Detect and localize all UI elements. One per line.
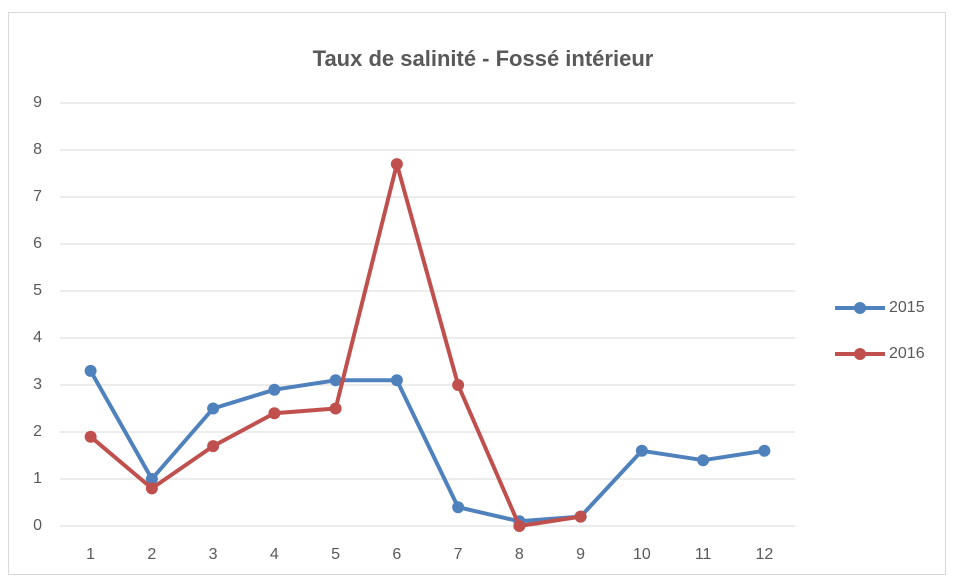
data-point [268, 383, 281, 396]
series-line [88, 369, 765, 524]
data-point [207, 440, 220, 453]
y-tick-label: 0 [33, 517, 42, 534]
legend-marker [854, 302, 866, 314]
y-tick-label: 3 [33, 376, 42, 393]
x-tick-label: 1 [86, 546, 95, 563]
x-tick-label: 6 [392, 546, 401, 563]
data-point [207, 402, 220, 415]
x-tick-label: 7 [454, 546, 463, 563]
x-tick-label: 2 [147, 546, 156, 563]
x-tick-label: 3 [209, 546, 218, 563]
data-point [574, 510, 587, 523]
y-tick-label: 8 [33, 141, 42, 158]
x-tick-label: 8 [515, 546, 524, 563]
data-point [452, 379, 465, 391]
y-tick-label: 5 [33, 282, 42, 299]
data-point [268, 407, 281, 420]
data-point [84, 364, 97, 377]
data-point [329, 402, 342, 415]
data-point [84, 430, 97, 443]
chart-title: Taux de salinité - Fossé intérieur [313, 46, 654, 71]
x-tick-label: 12 [755, 546, 773, 563]
data-point [145, 482, 158, 495]
data-point [452, 501, 465, 514]
y-tick-label: 7 [33, 188, 42, 205]
data-point [513, 520, 526, 532]
data-point [697, 454, 710, 467]
y-tick-label: 6 [33, 235, 42, 252]
data-point [758, 444, 771, 457]
legend-marker [854, 348, 866, 360]
data-point [145, 473, 158, 485]
x-tick-label: 10 [633, 546, 651, 563]
data-point [329, 374, 342, 387]
data-point [390, 158, 403, 171]
x-tick-label: 5 [331, 546, 340, 563]
x-tick-label: 4 [270, 546, 279, 563]
x-tick-label: 9 [576, 546, 585, 563]
y-tick-label: 2 [33, 423, 42, 440]
legend-label: 2016 [889, 345, 925, 362]
y-tick-label: 1 [33, 470, 42, 487]
data-point [635, 444, 648, 457]
x-tick-label: 11 [695, 546, 712, 563]
y-tick-label: 4 [33, 329, 42, 346]
data-point [390, 374, 403, 387]
y-tick-label: 9 [33, 94, 42, 111]
legend-label: 2015 [889, 299, 925, 316]
